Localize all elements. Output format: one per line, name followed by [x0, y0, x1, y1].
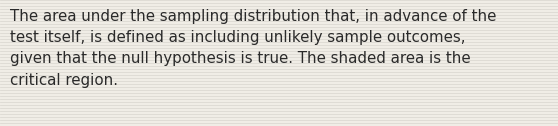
Text: The area under the sampling distribution that, in advance of the
test itself, is: The area under the sampling distribution… [10, 9, 497, 88]
